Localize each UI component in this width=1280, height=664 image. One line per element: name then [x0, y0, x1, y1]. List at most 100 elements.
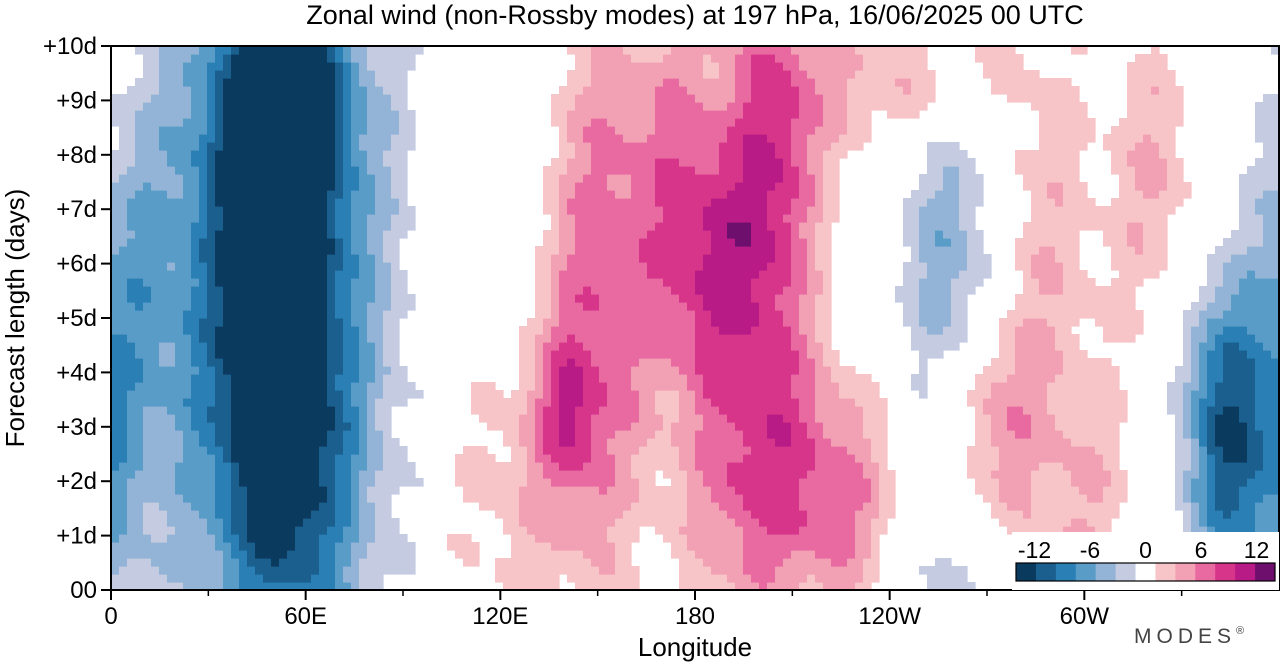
heatmap-cell [919, 278, 928, 287]
heatmap-cell [759, 238, 768, 247]
heatmap-cell [639, 382, 648, 391]
heatmap-cell [279, 310, 288, 319]
heatmap-cell [391, 534, 400, 543]
heatmap-cell [591, 470, 600, 479]
heatmap-cell [631, 278, 640, 287]
heatmap-cell [1047, 374, 1056, 383]
heatmap-cell [591, 238, 600, 247]
heatmap-cell [367, 414, 376, 423]
heatmap-cell [119, 414, 128, 423]
heatmap-cell [727, 582, 736, 591]
heatmap-cell [599, 406, 608, 415]
heatmap-cell [695, 318, 704, 327]
heatmap-cell [751, 382, 760, 391]
heatmap-cell [767, 446, 776, 455]
heatmap-cell [607, 582, 616, 591]
heatmap-cell [295, 294, 304, 303]
heatmap-cell [911, 278, 920, 287]
heatmap-cell [1215, 294, 1224, 303]
heatmap-cell [479, 390, 488, 399]
heatmap-cell [167, 270, 176, 279]
heatmap-cell [303, 286, 312, 295]
heatmap-cell [183, 462, 192, 471]
heatmap-cell [1015, 430, 1024, 439]
heatmap-cell [639, 390, 648, 399]
heatmap-cell [1231, 398, 1240, 407]
heatmap-cell [1079, 390, 1088, 399]
heatmap-cell [119, 302, 128, 311]
heatmap-cell [559, 558, 568, 567]
heatmap-cell [647, 366, 656, 375]
heatmap-cell [1015, 390, 1024, 399]
heatmap-cell [1207, 254, 1216, 263]
heatmap-cell [1007, 358, 1016, 367]
heatmap-cell [1271, 414, 1280, 423]
heatmap-cell [695, 398, 704, 407]
heatmap-cell [1079, 366, 1088, 375]
heatmap-cell [351, 366, 360, 375]
heatmap-cell [1111, 422, 1120, 431]
heatmap-cell [183, 398, 192, 407]
heatmap-cell [255, 238, 264, 247]
heatmap-cell [759, 550, 768, 559]
heatmap-cell [775, 478, 784, 487]
heatmap-cell [815, 238, 824, 247]
heatmap-cell [679, 558, 688, 567]
heatmap-cell [327, 390, 336, 399]
heatmap-cell [351, 502, 360, 511]
heatmap-cell [1183, 310, 1192, 319]
heatmap-cell [1215, 398, 1224, 407]
heatmap-cell [279, 270, 288, 279]
heatmap-cell [127, 422, 136, 431]
heatmap-cell [535, 262, 544, 271]
heatmap-cell [319, 414, 328, 423]
heatmap-cell [1271, 358, 1280, 367]
heatmap-cell [919, 262, 928, 271]
heatmap-cell [935, 254, 944, 263]
heatmap-cell [231, 550, 240, 559]
heatmap-cell [1263, 518, 1272, 527]
heatmap-cell [871, 406, 880, 415]
heatmap-cell [135, 254, 144, 263]
heatmap-cell [711, 390, 720, 399]
heatmap-cell [175, 318, 184, 327]
heatmap-cell [295, 550, 304, 559]
heatmap-cell [287, 390, 296, 399]
heatmap-cell [1231, 494, 1240, 503]
heatmap-cell [695, 558, 704, 567]
heatmap-cell [991, 406, 1000, 415]
heatmap-cell [999, 478, 1008, 487]
heatmap-cell [559, 350, 568, 359]
heatmap-cell [879, 446, 888, 455]
heatmap-cell [1223, 278, 1232, 287]
heatmap-cell [855, 494, 864, 503]
heatmap-cell [759, 406, 768, 415]
heatmap-cell [343, 238, 352, 247]
heatmap-cell [191, 582, 200, 591]
heatmap-cell [711, 550, 720, 559]
heatmap-cell [215, 334, 224, 343]
heatmap-cell [191, 518, 200, 527]
heatmap-cell [655, 526, 664, 535]
heatmap-cell [311, 270, 320, 279]
heatmap-cell [375, 294, 384, 303]
heatmap-cell [583, 550, 592, 559]
heatmap-cell [711, 334, 720, 343]
heatmap-cell [799, 558, 808, 567]
heatmap-cell [263, 262, 272, 271]
heatmap-cell [127, 406, 136, 415]
heatmap-cell [847, 382, 856, 391]
heatmap-cell [383, 358, 392, 367]
heatmap-cell [583, 286, 592, 295]
heatmap-cell [175, 366, 184, 375]
heatmap-cell [671, 310, 680, 319]
heatmap-cell [279, 358, 288, 367]
heatmap-cell [663, 534, 672, 543]
heatmap-cell [359, 390, 368, 399]
heatmap-cell [591, 566, 600, 575]
heatmap-cell [175, 246, 184, 255]
heatmap-cell [1063, 270, 1072, 279]
heatmap-cell [575, 462, 584, 471]
heatmap-cell [391, 246, 400, 255]
heatmap-cell [879, 494, 888, 503]
